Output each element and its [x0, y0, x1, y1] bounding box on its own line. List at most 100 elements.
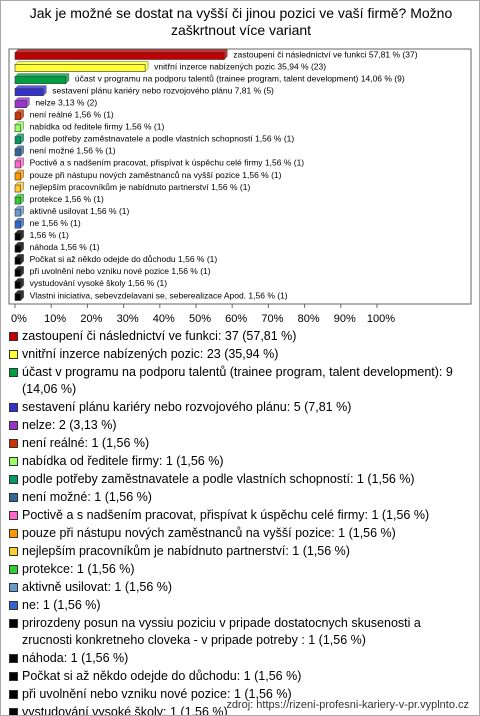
legend-item: aktivně usilovat: 1 (1,56 %): [9, 579, 473, 596]
legend-swatch: [9, 583, 18, 592]
legend-swatch: [9, 511, 18, 520]
bar: [14, 124, 21, 133]
legend-swatch: [9, 493, 18, 502]
x-tick-label: 100%: [367, 313, 395, 325]
legend-swatch: [9, 529, 18, 538]
legend-swatch: [9, 403, 18, 412]
bar: [14, 76, 67, 84]
legend-swatch: [9, 475, 18, 484]
legend-item: sestavení plánu kariéry nebo rozvojového…: [9, 399, 473, 416]
x-tick-label: 50%: [189, 313, 211, 325]
legend-swatch: [9, 565, 18, 574]
legend-item: vnitřní inzerce nabízených pozic: 23 (35…: [9, 346, 473, 363]
legend-label: nabídka od ředitele firmy: 1 (1,56 %): [22, 454, 224, 468]
legend-swatch: [9, 457, 18, 466]
legend-item: pouze při nástupu nových zaměstnanců na …: [9, 525, 473, 542]
bar: [14, 136, 21, 145]
bar: [14, 148, 21, 157]
legend-item: ne: 1 (1,56 %): [9, 597, 473, 614]
legend-label: není reálné: 1 (1,56 %): [22, 436, 150, 450]
bar: [14, 52, 225, 60]
bar: [14, 64, 146, 72]
legend-label: pouze při nástupu nových zaměstnanců na …: [22, 526, 396, 540]
legend-item: není reálné: 1 (1,56 %): [9, 435, 473, 452]
x-tick-label: 90%: [334, 313, 356, 325]
bar: [14, 88, 44, 96]
plot-area: [8, 48, 472, 305]
bar-label: není reálné 1,56 % (1): [30, 110, 114, 120]
x-tick-label: 20%: [80, 313, 102, 325]
legend-label: náhoda: 1 (1,56 %): [22, 651, 129, 665]
legend-label: Poctivě a s nadšením pracovat, přispívat…: [22, 508, 430, 522]
bar-label: vystudování vysoké školy 1,56 % (1): [30, 278, 168, 288]
legend-label: podle potřeby zaměstnavatele a podle vla…: [22, 472, 415, 486]
bar: [14, 257, 21, 265]
legend-swatch: [9, 332, 18, 341]
legend-item: Poctivě a s nadšením pracovat, přispívat…: [9, 507, 473, 524]
legend-label: ne: 1 (1,56 %): [22, 598, 101, 612]
bar: [14, 112, 21, 121]
bar: [14, 281, 21, 289]
bar: [14, 245, 21, 253]
legend-label: účast v programu na podporu talentů (tra…: [22, 365, 453, 396]
legend-item: Počkat si až někdo odejde do důchodu: 1 …: [9, 668, 473, 685]
bar: [14, 220, 21, 229]
x-tick-label: 40%: [153, 313, 175, 325]
bar-label: nabídka od ředitele firmy 1,56 % (1): [30, 122, 165, 132]
legend-item: podle potřeby zaměstnavatele a podle vla…: [9, 471, 473, 488]
legend-swatch: [9, 421, 18, 430]
bar-label: pouze při nástupu nových zaměstnanců na …: [30, 170, 282, 180]
chart: 0% 10% 20% 30% 40% 50% 60% 70% 80% 90% 100% zastoup…: [8, 48, 472, 325]
bar-label: nelze 3,13 % (2): [35, 97, 97, 107]
legend-label: nelze: 2 (3,13 %): [22, 418, 117, 432]
legend-item: prirozdeny posun na vyssiu poziciu v pri…: [9, 615, 473, 649]
legend-item: náhoda: 1 (1,56 %): [9, 650, 473, 667]
legend-label: Počkat si až někdo odejde do důchodu: 1 …: [22, 669, 302, 683]
bar: [14, 196, 21, 205]
bar-label: při uvolnění nebo vzniku nové pozice 1,5…: [30, 266, 211, 276]
legend-label: není možné: 1 (1,56 %): [22, 490, 152, 504]
bar: [14, 232, 21, 241]
bar: [14, 172, 21, 181]
legend-label: při uvolnění nebo vzniku nové pozice: 1 …: [22, 687, 292, 701]
bar-label: aktivně usilovat 1,56 % (1): [30, 206, 130, 216]
legend-swatch: [9, 672, 18, 681]
legend-item: účast v programu na podporu talentů (tra…: [9, 364, 473, 398]
legend-swatch: [9, 619, 18, 628]
legend-label: prirozdeny posun na vyssiu poziciu v pri…: [22, 616, 421, 647]
legend-label: sestavení plánu kariéry nebo rozvojového…: [22, 400, 352, 414]
x-tick-label: 60%: [225, 313, 247, 325]
legend-item: vystudování vysoké školy: 1 (1,56 %): [9, 704, 473, 716]
legend-item: není možné: 1 (1,56 %): [9, 489, 473, 506]
bar: [14, 184, 21, 193]
legend-label: zastoupení či následnictví ve funkci: 37…: [22, 329, 297, 343]
chart-title: Jak je možné se dostat na vyšší či jinou…: [29, 5, 453, 38]
bar-label: ne 1,56 % (1): [30, 218, 81, 228]
legend: zastoupení či následnictví ve funkci: 37…: [9, 328, 473, 716]
bar: [14, 208, 21, 217]
bar-label: 1,56 % (1): [30, 230, 69, 240]
bar-label: Počkat si až někdo odejde do důchodu 1,5…: [30, 254, 218, 264]
legend-swatch: [9, 547, 18, 556]
bar: [14, 100, 27, 108]
legend-swatch: [9, 368, 18, 377]
legend-label: vystudování vysoké školy: 1 (1,56 %): [22, 705, 228, 716]
bar-label: podle potřeby zaměstnavatele a podle vla…: [30, 134, 295, 144]
bar: [14, 293, 21, 301]
x-tick-label: 80%: [298, 313, 320, 325]
legend-swatch: [9, 350, 18, 359]
source: zdroj: https://rizeni-profesni-kariery-v…: [226, 699, 469, 711]
legend-item: nelze: 2 (3,13 %): [9, 417, 473, 434]
bar-label: Poctivě a s nadšením pracovat, přispívat…: [30, 158, 305, 168]
x-tick-label: 70%: [261, 313, 283, 325]
bar-label: protekce 1,56 % (1): [30, 194, 104, 204]
legend-swatch: [9, 690, 18, 699]
bar-label: sestavení plánu kariéry nebo rozvojového…: [52, 85, 274, 95]
bar-label: není možné 1,56 % (1): [30, 146, 116, 156]
x-tick-label: 0%: [11, 313, 27, 325]
legend-item: zastoupení či následnictví ve funkci: 37…: [9, 328, 473, 345]
legend-item: nejlepším pracovníkům je nabídnuto partn…: [9, 543, 473, 560]
legend-swatch: [9, 439, 18, 448]
legend-item: protekce: 1 (1,56 %): [9, 561, 473, 578]
